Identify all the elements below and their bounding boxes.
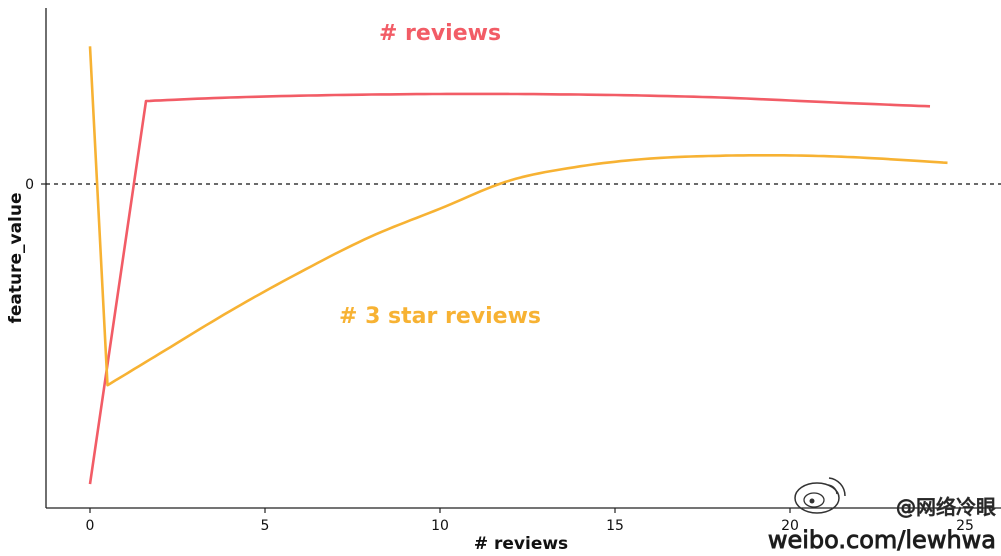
series-label-3-star-reviews: # 3 star reviews [339, 304, 541, 329]
series-line-reviews [88, 92, 931, 485]
y-tick-label-0: 0 [25, 177, 34, 193]
x-axis-title: # reviews [474, 534, 568, 554]
x-tick-label-25: 25 [956, 518, 974, 534]
series-line-3-star-reviews [88, 46, 948, 387]
x-tick-label-10: 10 [431, 518, 449, 534]
series-label-reviews: # reviews [379, 21, 501, 46]
weibo-logo-icon [794, 477, 846, 514]
x-tick-label-5: 5 [261, 518, 270, 534]
watermark-handle: @网络冷眼 [896, 495, 996, 519]
watermark-url: weibo.com/lewhwa [768, 526, 996, 554]
x-tick-label-0: 0 [86, 518, 95, 534]
x-ticks [89, 508, 966, 513]
weibo-watermark: @网络冷眼 weibo.com/lewhwa [767, 477, 996, 554]
y-axis-title: feature_value [6, 192, 26, 323]
x-tick-label-20: 20 [781, 518, 799, 534]
x-tick-label-15: 15 [606, 518, 624, 534]
